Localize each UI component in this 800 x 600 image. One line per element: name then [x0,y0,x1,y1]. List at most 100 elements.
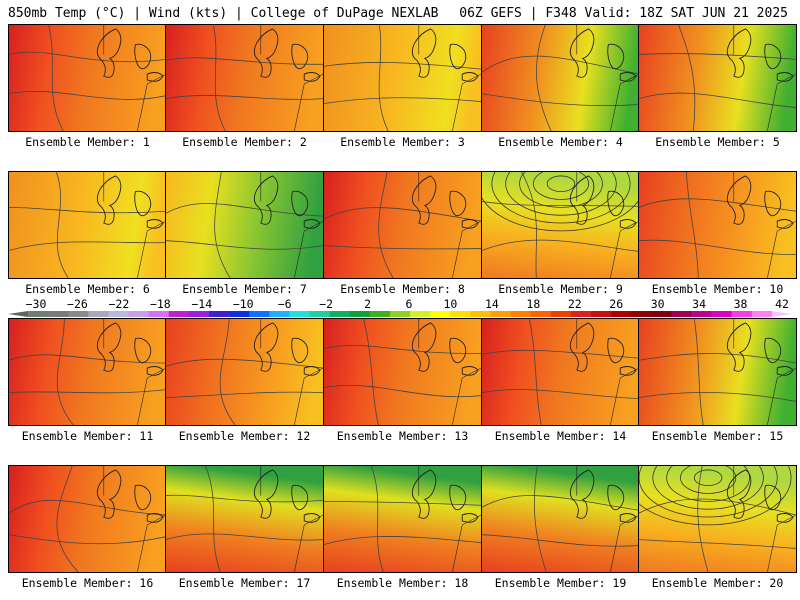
colorbar-swatch [711,311,732,317]
colorbar-swatch [530,311,552,317]
colorbar-tick-label: 26 [609,297,624,311]
colorbar-swatch [450,311,471,317]
colorbar-arrow-low [8,311,29,317]
colorbar-tick-label: 22 [567,297,582,311]
colorbar [8,311,792,317]
ensemble-map-5 [638,24,797,132]
ensemble-map-4 [481,24,640,132]
ensemble-map-9 [481,171,640,279]
ensemble-member-label: Ensemble Member: 19 [494,576,627,590]
ensemble-map-14 [481,318,640,426]
colorbar-swatch [128,311,150,317]
colorbar-tick-label: −6 [277,297,292,311]
colorbar-swatch [550,311,572,317]
colorbar-swatch [48,311,69,317]
ensemble-member-label: Ensemble Member: 17 [178,576,311,590]
colorbar-swatch [611,311,632,317]
colorbar-tick-label: −2 [319,297,334,311]
colorbar-swatch [289,311,310,317]
colorbar-swatch [631,311,652,317]
colorbar-swatch [68,311,89,317]
colorbar-swatch [510,311,531,317]
ensemble-map-17 [165,465,324,573]
ensemble-map-1 [8,24,167,132]
ensemble-map-15 [638,318,797,426]
ensemble-member-label: Ensemble Member: 1 [25,135,150,149]
ensemble-map-2 [165,24,324,132]
colorbar-tick-label: 10 [443,297,458,311]
ensemble-member-label: Ensemble Member: 3 [340,135,465,149]
colorbar-swatch [168,311,190,317]
ensemble-member-label: Ensemble Member: 15 [651,429,784,443]
colorbar-swatch [731,311,753,317]
ensemble-member-label: Ensemble Member: 8 [340,282,465,296]
ensemble-map-16 [8,465,167,573]
colorbar-tick-label: 18 [526,297,541,311]
colorbar-tick-label: −10 [232,297,254,311]
colorbar-tick-label: 2 [364,297,372,311]
ensemble-map-12 [165,318,324,426]
colorbar-swatch [651,311,672,317]
colorbar-swatch [269,311,290,317]
valid-time: 06Z GEFS | F348 Valid: 18Z SAT JUN 21 20… [459,6,788,21]
colorbar-tick-label: −18 [149,297,171,311]
ensemble-map-8 [323,171,482,279]
ensemble-member-label: Ensemble Member: 16 [21,576,154,590]
ensemble-member-label: Ensemble Member: 7 [182,282,307,296]
colorbar-swatch [88,311,109,317]
ensemble-member-label: Ensemble Member: 4 [498,135,623,149]
colorbar-tick-label: −26 [67,297,88,311]
ensemble-map-13 [323,318,482,426]
ensemble-member-label: Ensemble Member: 11 [21,429,154,443]
colorbar-swatch [309,311,330,317]
colorbar-swatch [329,311,351,317]
ensemble-member-label: Ensemble Member: 14 [494,429,627,443]
colorbar-swatch [691,311,712,317]
map-title: 850mb Temp (°C) | Wind (kts) | College o… [8,6,439,21]
ensemble-map-20 [638,465,797,573]
colorbar-swatch [369,311,391,317]
colorbar-tick-label: 6 [405,297,413,311]
colorbar-swatch [349,311,371,317]
colorbar-tick-label: 30 [650,297,665,311]
ensemble-map-11 [8,318,167,426]
colorbar-swatch [430,311,451,317]
ensemble-member-label: Ensemble Member: 2 [182,135,307,149]
colorbar-arrow-high [771,311,792,317]
ensemble-map-7 [165,171,324,279]
ensemble-member-label: Ensemble Member: 5 [655,135,780,149]
ensemble-map-18 [323,465,482,573]
colorbar-tick-label: −22 [108,297,130,311]
ensemble-member-label: Ensemble Member: 20 [651,576,784,590]
ensemble-map-6 [8,171,167,279]
colorbar-tick-label: −14 [191,297,213,311]
colorbar-swatch [490,311,511,317]
ensemble-member-label: Ensemble Member: 10 [651,282,784,296]
ensemble-map-19 [481,465,640,573]
colorbar-swatch [188,311,210,317]
colorbar-swatch [249,311,270,317]
ensemble-member-label: Ensemble Member: 18 [336,576,469,590]
colorbar-swatch [751,311,773,317]
ensemble-member-label: Ensemble Member: 12 [178,429,311,443]
colorbar-swatch [470,311,491,317]
colorbar-swatch [389,311,411,317]
colorbar-swatch [148,311,170,317]
colorbar-tick-label: 38 [733,297,748,311]
ensemble-map-10 [638,171,797,279]
colorbar-swatch [570,311,592,317]
ensemble-member-label: Ensemble Member: 13 [336,429,469,443]
colorbar-tick-label: −30 [25,297,47,311]
colorbar-swatch [671,311,692,317]
colorbar-swatch [209,311,230,317]
colorbar-tick-label: 42 [775,297,789,311]
ensemble-member-label: Ensemble Member: 9 [498,282,623,296]
colorbar-swatch [410,311,431,317]
colorbar-tick-label: 34 [692,297,707,311]
colorbar-swatch [28,311,49,317]
colorbar-tick-label: 14 [484,297,499,311]
colorbar-swatch [229,311,250,317]
colorbar-swatch [590,311,612,317]
ensemble-map-3 [323,24,482,132]
ensemble-member-label: Ensemble Member: 6 [25,282,150,296]
